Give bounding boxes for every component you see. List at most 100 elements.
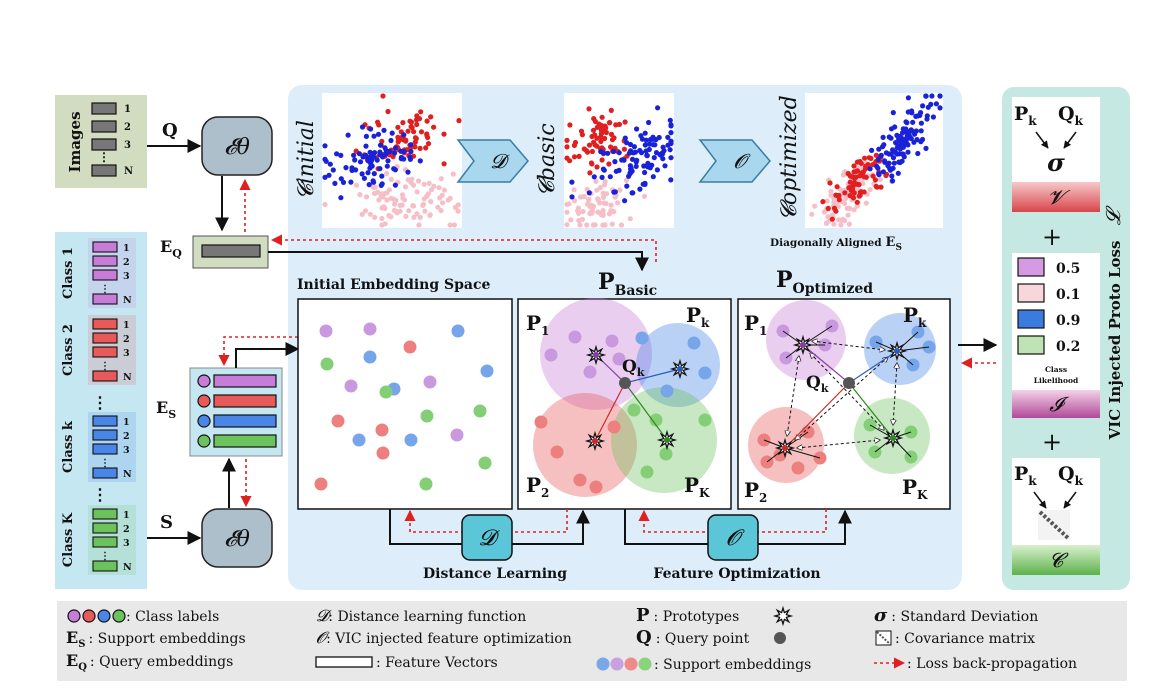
scatter-point [876,171,882,177]
push-arrow [893,363,897,425]
scatter-point [371,171,377,177]
scatter-point [882,158,888,164]
scatter-point [929,93,935,99]
class-row-bar [92,415,118,427]
scatter-point [598,122,605,129]
scatter-point [416,178,422,184]
support-point [660,384,674,398]
scatter-point [607,174,613,180]
scatter-point [833,208,839,214]
scatter-point [589,208,596,214]
scatter-point [812,203,818,209]
opt-pk: Pk [903,303,927,330]
scatter-point [668,130,674,136]
scatter-point [377,166,383,172]
image-row-bar [91,138,117,151]
scatter-point [880,134,886,140]
image-row-index: 3 [124,140,131,151]
scatter-point [366,182,372,188]
scatter-point [870,173,876,179]
support-point [403,340,417,354]
scatter-point [642,130,648,136]
scatter-point [379,215,385,222]
distance-block-label: 𝓓 [479,526,501,551]
scatter-point [658,152,664,158]
support-point [573,473,587,487]
scatter-point [886,160,892,166]
scatter-point [609,221,615,227]
scatter-point [881,142,887,148]
scatter-point [842,190,848,196]
eq-vector [201,244,261,258]
scatter-point [363,143,369,149]
prototype-star-core [799,341,807,349]
o-chevron [698,139,771,183]
scatter-point [667,147,673,153]
scatter-point [877,177,883,183]
scatter-point [379,173,385,179]
scatter-point [584,222,590,228]
push-arrow [812,341,885,350]
scatter-point [845,170,851,177]
likelihood-swatch [1017,335,1045,355]
loss-title: VIC Injected Proto Loss [1106,241,1124,441]
scatter-point [613,122,619,128]
scatter-point [835,217,842,223]
scatter-point [338,176,344,182]
loss-plus-1: + [1042,223,1062,251]
class-row-bar [92,522,118,534]
scatter-point [385,108,391,115]
scatter-point [357,159,364,165]
likelihood-swatch [1017,257,1045,277]
es-class-dot [197,434,211,448]
scatter-point [567,122,573,128]
scatter-point [600,166,607,172]
scatter-point [937,93,943,99]
scatter-point [395,134,401,140]
scatter-point [445,197,451,203]
feature-optimization-label: Feature Optimization [653,566,820,582]
scatter-point [392,167,398,173]
likelihood-value: 0.1 [1056,287,1080,303]
scatter-point [598,138,604,145]
scatter-point [364,154,370,160]
scatter-point [857,189,863,196]
scatter-point [438,176,444,182]
scatter-point [435,204,441,210]
scatter-point [348,179,354,185]
scatter-point [825,214,831,220]
scatter-point [425,141,432,147]
scatter-point [617,187,623,193]
opt-qk: Qk [806,373,829,395]
support-point [698,366,712,380]
scatter-point [915,150,921,157]
legend-class-label-dots [67,609,126,623]
likelihood-swatch [1017,283,1045,303]
scatter-point [584,149,591,155]
likelihood-value: 0.2 [1056,339,1080,355]
support-point [319,324,333,338]
scatter-point [856,173,863,179]
scatter-point [863,200,869,206]
scatter-point [392,150,398,156]
prototype-star-core [893,347,901,355]
support-point [363,350,377,364]
class-row-index: N [123,295,132,306]
basic-panel [517,298,732,510]
class-row-bar [92,255,118,267]
scatter-point [589,148,596,155]
class-row-bar [92,346,118,358]
image-row-index: 1 [124,104,131,115]
encoder-query [201,116,273,176]
support-point [640,465,654,479]
es-vector [213,394,277,408]
scatter-point [829,216,835,222]
prototype-star-core [889,434,897,442]
scatter-point [418,109,424,115]
support-point [320,357,334,371]
scatter-point [873,183,879,189]
eq-label: EQ [160,237,182,260]
scatter-point [606,161,612,167]
opt-cluster-p1 [766,300,846,380]
scatter-point [909,110,915,116]
